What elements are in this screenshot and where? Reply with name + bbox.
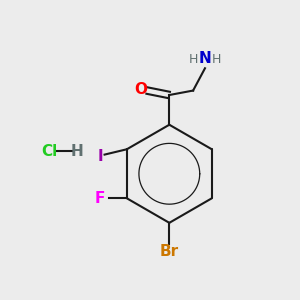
Text: I: I [97,148,103,164]
Text: N: N [199,51,212,66]
Text: H: H [189,53,198,66]
Text: Br: Br [160,244,179,260]
Text: H: H [71,144,84,159]
Text: Cl: Cl [41,144,57,159]
Text: F: F [95,191,105,206]
Text: O: O [134,82,147,97]
Text: H: H [212,53,221,66]
